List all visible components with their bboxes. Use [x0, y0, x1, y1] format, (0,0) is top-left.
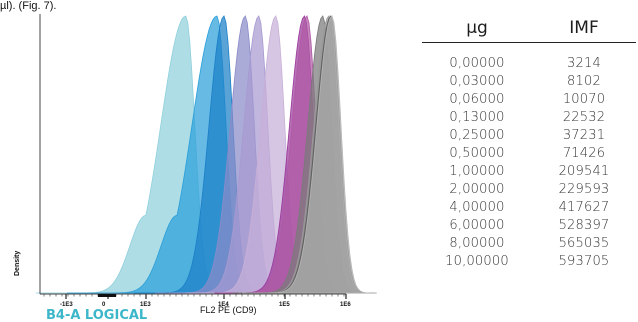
table-row: 0,03000 8102	[422, 73, 636, 91]
cell-ug: 0,00000	[449, 56, 505, 71]
x-axis-ticks: -1E3 0 1E3 1E4 1E5 1E6	[43, 294, 351, 308]
cell-imf: 528397	[558, 218, 610, 233]
table-header: µg IMF	[422, 8, 636, 43]
cell-ug: 0,50000	[449, 146, 505, 161]
cell-imf: 417627	[558, 200, 610, 215]
table-row: 0,13000 22532	[422, 109, 636, 127]
cell-imf: 565035	[558, 236, 610, 251]
cell-ug: 0,06000	[449, 92, 505, 107]
x-tick-label: 0	[102, 302, 106, 308]
cell-imf: 22532	[562, 110, 606, 125]
cell-ug: 10,00000	[445, 254, 509, 269]
cell-ug: 1,00000	[449, 164, 505, 179]
x-tick-label: -1E3	[60, 302, 73, 308]
table-row: 10,00000 593705	[422, 253, 636, 271]
histogram-chart: -1E3 0 1E3 1E4 1E5 1E6 Density FL2 PE (CD9) B…	[14, 14, 377, 322]
table-row: 1,00000 209541	[422, 163, 636, 181]
cell-ug: 2,00000	[449, 182, 505, 197]
x-tick-label: 1E5	[279, 302, 290, 308]
zero-region-marker	[98, 294, 116, 297]
cell-ug: 0,25000	[449, 128, 505, 143]
cell-ug: 4,00000	[449, 200, 505, 215]
caption-fragment: µl). (Fig. 7).	[0, 0, 57, 12]
cell-imf: 593705	[558, 254, 610, 269]
table-body: 0,00000 3214 0,03000 8102 0,06000 10070 …	[422, 55, 636, 271]
x-tick-label: 1E4	[218, 302, 229, 308]
cell-imf: 209541	[558, 164, 610, 179]
x-axis-label: FL2 PE (CD9)	[200, 305, 257, 315]
cell-imf: 71426	[562, 146, 606, 161]
cell-ug: 0,13000	[449, 110, 505, 125]
channel-label: B4-A LOGICAL	[46, 308, 147, 322]
cell-imf: 8102	[567, 74, 601, 89]
histogram-series-12	[242, 15, 377, 294]
table-row: 0,25000 37231	[422, 127, 636, 145]
cell-ug: 0,03000	[449, 74, 505, 89]
cell-imf: 3214	[567, 56, 601, 71]
table-row: 0,00000 3214	[422, 55, 636, 73]
cell-imf: 37231	[562, 128, 606, 143]
header-ug: µg	[466, 18, 488, 38]
table-row: 8,00000 565035	[422, 235, 636, 253]
histogram-curves	[35, 15, 377, 294]
table-row: 2,00000 229593	[422, 181, 636, 199]
x-tick-label: 1E6	[340, 302, 351, 308]
cell-imf: 10070	[562, 92, 606, 107]
imf-table: µg IMF 0,00000 3214 0,03000 8102 0,06000…	[422, 8, 636, 271]
cell-imf: 229593	[558, 182, 610, 197]
header-imf: IMF	[569, 18, 599, 38]
table-row: 0,50000 71426	[422, 145, 636, 163]
table-row: 6,00000 528397	[422, 217, 636, 235]
x-tick-label: 1E3	[140, 302, 151, 308]
table-row: 0,06000 10070	[422, 91, 636, 109]
cell-ug: 8,00000	[449, 236, 505, 251]
y-axis-label: Density	[14, 251, 21, 276]
table-row: 4,00000 417627	[422, 199, 636, 217]
cell-ug: 6,00000	[449, 218, 505, 233]
